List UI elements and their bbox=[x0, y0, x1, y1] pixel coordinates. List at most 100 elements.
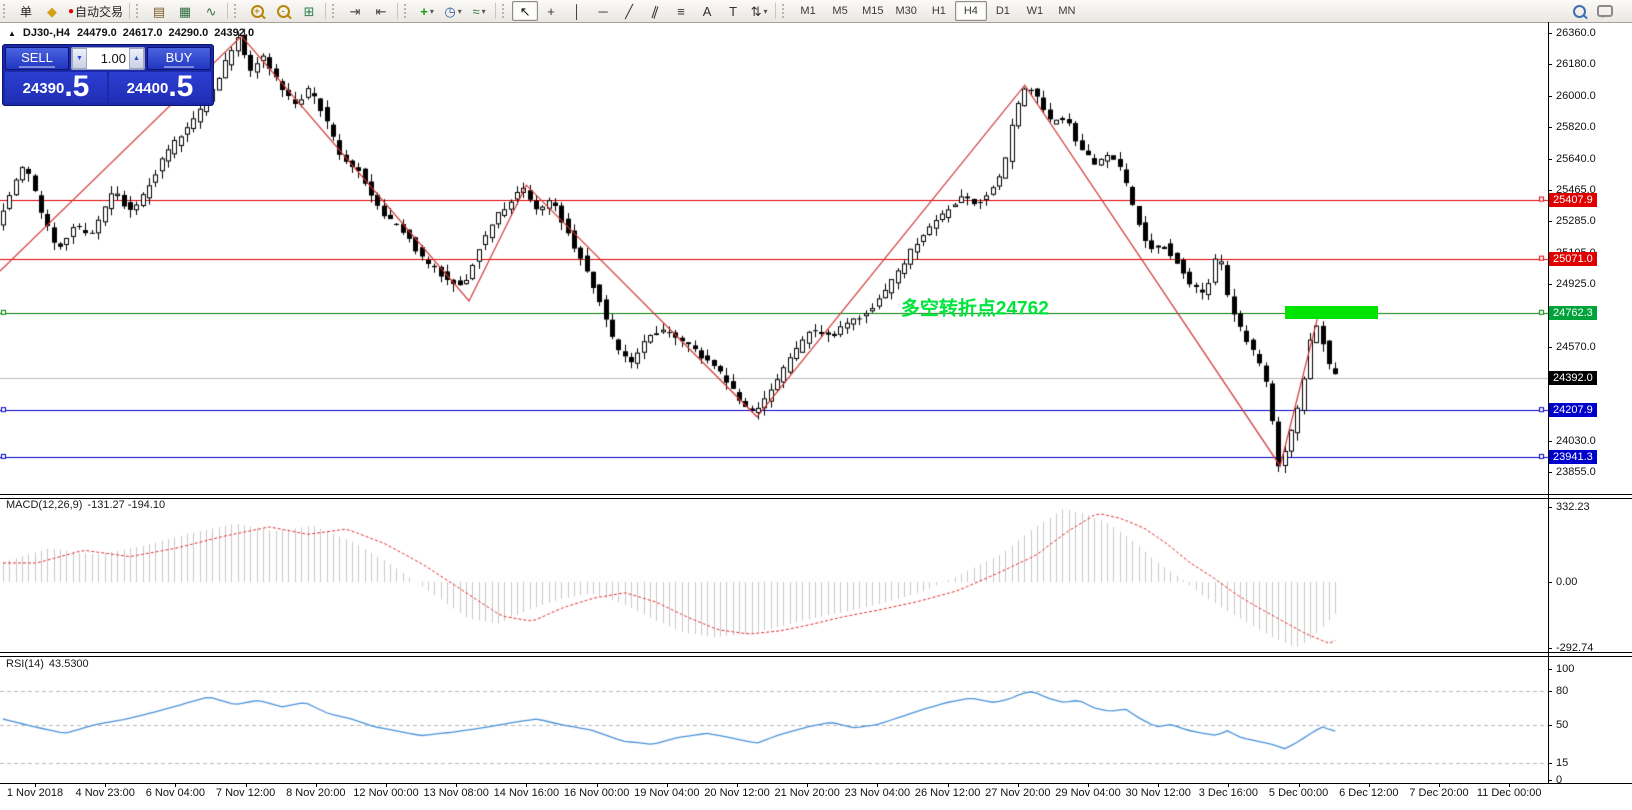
search-button[interactable] bbox=[1566, 1, 1592, 21]
tile-windows-button[interactable]: ⊞ bbox=[296, 1, 322, 21]
trendline-button[interactable]: ╱ bbox=[616, 1, 642, 21]
collapse-panel-icon[interactable]: ▲ bbox=[8, 28, 16, 38]
templates-button[interactable]: ≈ ▾ bbox=[466, 1, 492, 21]
text-button[interactable]: A bbox=[694, 1, 720, 21]
time-axis-label: 27 Nov 20:00 bbox=[985, 787, 1051, 799]
volume-decrease-button[interactable]: ▼ bbox=[72, 48, 87, 69]
line-chart-button[interactable]: ∿ bbox=[198, 1, 224, 21]
axis-tick-mark bbox=[1548, 127, 1552, 128]
timeframe-m1[interactable]: M1 bbox=[800, 5, 816, 17]
horizontal-line-button[interactable]: ─ bbox=[590, 1, 616, 21]
chart-shift-button[interactable]: ⇤ bbox=[368, 1, 394, 21]
toolbar-separator bbox=[397, 3, 399, 19]
time-axis-tick bbox=[316, 783, 317, 787]
toolbar-grip bbox=[502, 4, 509, 18]
one-click-trading-panel: SELL ▼ ▲ BUY 24390.5 24400.5 bbox=[2, 44, 214, 106]
horizontal-line-icon: ─ bbox=[598, 3, 608, 19]
periods-button[interactable]: ◷ ▾ bbox=[440, 1, 466, 21]
timeframe-m30[interactable]: M30 bbox=[895, 5, 917, 17]
new-order-button[interactable]: 单 bbox=[19, 4, 32, 19]
cursor-button[interactable]: ↖ bbox=[512, 1, 539, 21]
macd-panel-canvas[interactable] bbox=[0, 497, 1548, 652]
timeframe-h1[interactable]: H1 bbox=[931, 5, 946, 17]
time-axis-label: 19 Nov 04:00 bbox=[634, 787, 700, 799]
chevron-down-icon[interactable]: ▾ bbox=[457, 6, 462, 16]
time-axis-line bbox=[0, 783, 1632, 784]
time-axis-label: 20 Nov 12:00 bbox=[704, 787, 770, 799]
price-level-label: 24207.9 bbox=[1549, 403, 1597, 417]
vertical-line-button[interactable]: │ bbox=[564, 1, 590, 21]
panel-splitter-rsi[interactable] bbox=[0, 652, 1632, 657]
chat-button[interactable] bbox=[1592, 1, 1618, 21]
equidistant-channel-button[interactable]: ∥ bbox=[642, 1, 668, 21]
sell-price-button[interactable]: 24390.5 bbox=[5, 72, 107, 103]
time-axis-tick bbox=[35, 783, 36, 787]
time-axis-tick bbox=[386, 783, 387, 787]
timeframe-d1[interactable]: D1 bbox=[995, 5, 1010, 17]
indicators-button[interactable]: + ▾ bbox=[414, 1, 440, 21]
volume-control: ▼ ▲ bbox=[71, 47, 145, 70]
panel-splitter-macd[interactable] bbox=[0, 494, 1632, 499]
price-level-label: 24392.0 bbox=[1549, 371, 1597, 385]
price-axis-line bbox=[1548, 22, 1549, 783]
zoom-out-button[interactable]: - bbox=[270, 1, 296, 21]
zoom-in-button[interactable]: + bbox=[244, 1, 270, 21]
rsi-value: 43.5300 bbox=[48, 658, 89, 670]
rsi-label: RSI(14) 43.5300 bbox=[6, 658, 89, 670]
fibonacci-icon: ≡ bbox=[677, 3, 685, 19]
chevron-down-icon[interactable]: ▾ bbox=[429, 6, 434, 16]
axis-tick-label: 80 bbox=[1556, 685, 1569, 697]
gold-bars-icon[interactable]: ◆ bbox=[47, 3, 57, 19]
time-axis-tick bbox=[597, 783, 598, 787]
time-axis-tick bbox=[667, 783, 668, 787]
axis-tick-mark bbox=[1548, 64, 1552, 65]
rsi-panel-canvas[interactable] bbox=[0, 655, 1548, 783]
label-button[interactable]: T bbox=[720, 1, 746, 21]
toolbar-separator bbox=[325, 3, 327, 19]
toolbar-grip bbox=[3, 4, 10, 18]
timeframe-m15[interactable]: M15 bbox=[862, 5, 884, 17]
timeframe-h4[interactable]: H4 bbox=[954, 1, 987, 21]
axis-tick-mark bbox=[1548, 159, 1552, 160]
fibonacci-button[interactable]: ≡ bbox=[668, 1, 694, 21]
time-axis-label: 30 Nov 12:00 bbox=[1125, 787, 1191, 799]
cursor-icon: ↖ bbox=[519, 3, 531, 19]
chevron-down-icon[interactable]: ▾ bbox=[763, 6, 768, 16]
chevron-down-icon[interactable]: ▾ bbox=[481, 6, 486, 16]
axis-tick-mark bbox=[1548, 582, 1552, 583]
timeframe-w1[interactable]: W1 bbox=[1026, 5, 1044, 17]
time-axis-label: 4 Nov 23:00 bbox=[75, 787, 135, 799]
auto-scroll-button[interactable]: ⇥ bbox=[342, 1, 368, 21]
time-axis-label: 5 Dec 00:00 bbox=[1268, 787, 1329, 799]
time-axis-label: 8 Nov 20:00 bbox=[286, 787, 346, 799]
sell-price-pips: .5 bbox=[64, 70, 90, 103]
macd-label: MACD(12,26,9) -131.27 -194.10 bbox=[6, 499, 165, 511]
time-axis-label: 11 Dec 00:00 bbox=[1476, 787, 1542, 799]
crosshair-button[interactable]: + bbox=[538, 1, 564, 21]
candlestick-chart-canvas[interactable] bbox=[0, 22, 1548, 494]
toolbar-grip bbox=[332, 4, 339, 18]
axis-tick-mark bbox=[1548, 763, 1552, 764]
time-axis-label: 12 Nov 00:00 bbox=[353, 787, 419, 799]
sell-button[interactable]: SELL bbox=[5, 47, 69, 70]
price-level-label: 25071.0 bbox=[1549, 252, 1597, 266]
time-axis-label: 16 Nov 00:00 bbox=[563, 787, 630, 799]
autotrading-button[interactable]: ● 自动交易 bbox=[68, 4, 124, 19]
toolbar-grip bbox=[136, 4, 143, 18]
timeframe-mn[interactable]: MN bbox=[1058, 5, 1076, 17]
volume-increase-button[interactable]: ▲ bbox=[129, 48, 144, 69]
buy-button[interactable]: BUY bbox=[147, 47, 211, 70]
time-axis-label: 26 Nov 12:00 bbox=[914, 787, 981, 799]
timeframe-m5[interactable]: M5 bbox=[832, 5, 848, 17]
volume-input[interactable] bbox=[87, 48, 129, 69]
axis-tick-mark bbox=[1548, 648, 1552, 649]
axis-tick-label: 0.00 bbox=[1556, 576, 1578, 588]
toolbar-separator bbox=[495, 3, 497, 19]
buy-price-button[interactable]: 24400.5 bbox=[109, 72, 211, 103]
bar-chart-button[interactable]: ▤ bbox=[146, 1, 172, 21]
candlestick-button[interactable]: ▦ bbox=[172, 1, 198, 21]
axis-tick-mark bbox=[1548, 221, 1552, 222]
time-axis-label: 14 Nov 16:00 bbox=[493, 787, 560, 799]
arrows-button[interactable]: ⇅ ▾ bbox=[746, 1, 772, 21]
time-axis-tick bbox=[1158, 783, 1159, 787]
